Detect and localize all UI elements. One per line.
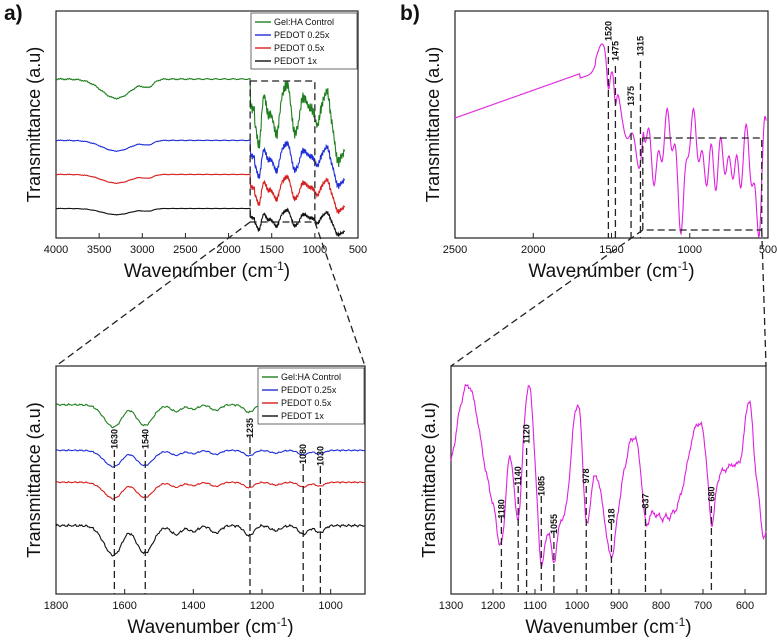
legend-label: PEDOT 1x xyxy=(274,56,317,66)
x-tick-label: 1000 xyxy=(318,600,342,612)
series-line xyxy=(55,77,346,168)
peak-label: 1540 xyxy=(140,429,150,449)
plot-frame xyxy=(450,365,767,595)
x-tick-label: 1800 xyxy=(44,600,68,612)
x-tick-label: 1500 xyxy=(599,244,623,256)
y-axis-label: Transmittance (a.u) xyxy=(24,47,44,202)
x-tick-label: 900 xyxy=(610,600,628,612)
x-axis-label: Wavenumber (cm-1) xyxy=(525,615,691,638)
x-tick-label: 1200 xyxy=(481,600,505,612)
legend-label: PEDOT 1x xyxy=(281,411,324,421)
x-axis-label: Wavenumber (cm-1) xyxy=(127,615,293,638)
x-tick-label: 1300 xyxy=(439,600,463,612)
peak-label: 1085 xyxy=(536,476,546,496)
chart-b-zoom: 1300 1200 1100 1000 900 800 700 600 Wavenumber (… xyxy=(419,365,767,638)
x-tick-label: 4000 xyxy=(44,244,68,256)
connector-line xyxy=(450,229,644,367)
peak-label: 1315 xyxy=(635,36,645,56)
x-tick-label: 2000 xyxy=(216,244,240,256)
x-tick-label: 600 xyxy=(736,600,754,612)
chart-a-full: 4000 3500 3000 2500 2000 1500 1000 500 Wavenumbe… xyxy=(24,10,367,282)
x-tick-label: 800 xyxy=(652,600,670,612)
peak-label: 1030 xyxy=(315,446,325,466)
panel-label-b: b) xyxy=(400,2,420,25)
peak-label: 1080 xyxy=(298,444,308,464)
peak-label: 1235 xyxy=(245,418,255,438)
legend-label: PEDOT 0.25x xyxy=(274,30,330,40)
peak-label: 1140 xyxy=(513,466,523,486)
connector-line xyxy=(314,221,366,367)
legend-label: PEDOT 0.5x xyxy=(274,43,325,53)
plot-frame xyxy=(55,365,366,595)
series-line xyxy=(55,448,365,468)
x-tick-label: 1500 xyxy=(259,244,283,256)
x-tick-label: 3000 xyxy=(130,244,154,256)
zoom-region-box xyxy=(642,137,763,231)
peak-label: 1055 xyxy=(549,514,559,534)
x-tick-label: 1000 xyxy=(303,244,327,256)
x-tick-label: 1000 xyxy=(565,600,589,612)
peak-label: 1630 xyxy=(109,429,119,449)
x-tick-label: 3500 xyxy=(87,244,111,256)
series-line xyxy=(56,207,346,237)
zoom-connectors xyxy=(55,221,767,367)
x-tick-label: 1000 xyxy=(678,244,702,256)
x-tick-label: 1600 xyxy=(112,600,136,612)
peak-label: 918 xyxy=(606,508,616,523)
peak-label: 1180 xyxy=(496,499,506,519)
peak-label: 1375 xyxy=(626,86,636,106)
peak-label: 680 xyxy=(706,486,716,501)
x-tick-label: 700 xyxy=(694,600,712,612)
peak-label: 978 xyxy=(581,468,591,483)
x-tick-label: 2500 xyxy=(173,244,197,256)
peak-label: 1120 xyxy=(522,424,532,444)
legend-label: PEDOT 0.5x xyxy=(281,398,332,408)
series-line xyxy=(55,523,366,557)
x-tick-label: 2500 xyxy=(443,244,467,256)
y-axis-label: Transmittance (a.u) xyxy=(419,402,439,557)
x-axis-label: Wavenumber (cm-1) xyxy=(528,259,694,282)
peak-label: 1475 xyxy=(610,41,620,61)
x-tick-label: 500 xyxy=(349,244,367,256)
series-line xyxy=(56,173,345,215)
connector-line xyxy=(55,221,251,367)
plot-frame xyxy=(55,10,359,239)
x-axis-label: Wavenumber (cm-1) xyxy=(124,259,290,282)
series-line xyxy=(450,383,767,569)
x-tick-label: 1100 xyxy=(523,600,547,612)
chart-a-zoom: 1800 1600 1400 1200 1000 Wavenumber (cm-1) Tra… xyxy=(24,365,366,638)
y-axis-label: Transmittance (a.u) xyxy=(423,47,443,202)
legend-label: Gel:HA Control xyxy=(274,17,334,27)
peak-label: 1520 xyxy=(603,21,613,41)
x-tick-label: 1400 xyxy=(181,600,205,612)
x-tick-label: 500 xyxy=(759,244,777,256)
zoom-region-box xyxy=(249,80,316,223)
peak-label: 837 xyxy=(640,493,650,508)
legend-label: Gel:HA Control xyxy=(281,372,341,382)
series-line xyxy=(55,480,366,500)
legend-label: PEDOT 0.25x xyxy=(281,385,337,395)
y-axis-label: Transmittance (a.u) xyxy=(24,402,44,557)
x-tick-label: 2000 xyxy=(521,244,545,256)
series-line xyxy=(55,139,346,189)
panel-label-a: a) xyxy=(4,2,23,25)
series-line xyxy=(454,43,767,238)
chart-b-full: 2500 2000 1500 1000 500 Wavenumber (cm-1) Tran… xyxy=(423,10,777,282)
connector-line xyxy=(761,229,767,367)
x-tick-label: 1200 xyxy=(250,600,274,612)
